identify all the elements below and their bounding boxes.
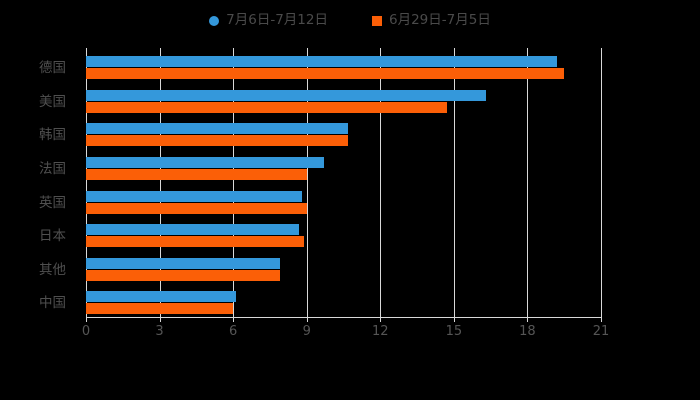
x-axis-tick-label: 9 (302, 324, 311, 339)
square-marker-icon (372, 16, 382, 26)
y-axis-tick-label: 德国 (39, 60, 66, 76)
bar-series-a[interactable] (86, 257, 280, 269)
legend-label-series-b: 6月29日-7月5日 (389, 12, 491, 29)
bar-series-b[interactable] (86, 202, 307, 214)
bar-group (86, 123, 601, 147)
gridline (233, 48, 235, 317)
y-axis-tick-label: 其他 (39, 261, 66, 278)
bar-series-a[interactable] (86, 56, 557, 67)
y-axis-line (86, 48, 87, 317)
bar-group (86, 291, 601, 315)
x-axis-tick-mark (159, 317, 161, 322)
bar-group (86, 89, 601, 113)
bar-series-a[interactable] (86, 190, 302, 202)
y-axis-tick-label: 法国 (39, 160, 66, 177)
x-axis-tick-mark (380, 317, 382, 322)
legend-label-series-a: 7月6日-7月12日 (226, 12, 328, 29)
x-axis-tick-mark (453, 317, 455, 322)
bar-series-b[interactable] (86, 303, 234, 315)
x-axis-tick-label: 6 (229, 324, 238, 339)
x-axis-tick-label: 21 (592, 324, 610, 339)
bar-group (86, 190, 601, 214)
x-axis-tick-label: 15 (445, 324, 463, 339)
bar-series-a[interactable] (86, 224, 300, 236)
x-axis-tick-label: 12 (372, 324, 389, 339)
bar-series-b[interactable] (86, 269, 280, 281)
y-axis-tick-label: 中国 (39, 295, 66, 312)
gridline (527, 48, 529, 317)
bar-series-a[interactable] (86, 291, 236, 303)
gridline (380, 48, 382, 317)
y-axis-tick-labels: 德国美国韩国法国英国日本其他中国 (0, 48, 76, 317)
y-axis-tick-label: 美国 (39, 93, 66, 110)
x-axis-tick-mark (306, 317, 308, 322)
y-axis-tick-label: 日本 (39, 228, 66, 245)
bar-series-b[interactable] (86, 101, 447, 113)
gridline (453, 48, 455, 317)
bar-group (86, 156, 601, 180)
bar-group (86, 257, 601, 281)
legend-item-series-b[interactable]: 6月29日-7月5日 (372, 14, 491, 28)
x-axis-tick-mark (233, 317, 235, 322)
plot-area (86, 48, 602, 317)
y-axis-tick-label: 韩国 (39, 127, 66, 144)
gridline (306, 48, 308, 317)
bar-series-b[interactable] (86, 68, 565, 79)
bar-series-b[interactable] (86, 236, 305, 248)
gridline (159, 48, 161, 317)
x-axis-tick-label: 18 (519, 324, 536, 339)
x-axis-tick-mark (527, 317, 529, 322)
chart-legend: 7月6日-7月12日 6月29日-7月5日 (0, 8, 700, 34)
bar-series-b[interactable] (86, 135, 349, 147)
x-axis-line (86, 317, 602, 318)
y-axis-tick-label: 英国 (39, 194, 66, 211)
circle-marker-icon (209, 16, 220, 26)
legend-item-series-a[interactable]: 7月6日-7月12日 (209, 14, 328, 28)
x-axis-tick-label: 0 (81, 324, 91, 339)
bar-series-a[interactable] (86, 156, 324, 168)
bar-series-a[interactable] (86, 123, 349, 135)
bar-group (86, 224, 601, 248)
x-axis-tick-mark (86, 317, 87, 322)
x-axis-tick-label: 3 (155, 324, 164, 339)
bar-group (86, 56, 601, 79)
bar-series-b[interactable] (86, 168, 307, 180)
x-axis-tick-mark (601, 317, 602, 322)
gridline (601, 48, 602, 317)
bar-series-a[interactable] (86, 89, 486, 101)
